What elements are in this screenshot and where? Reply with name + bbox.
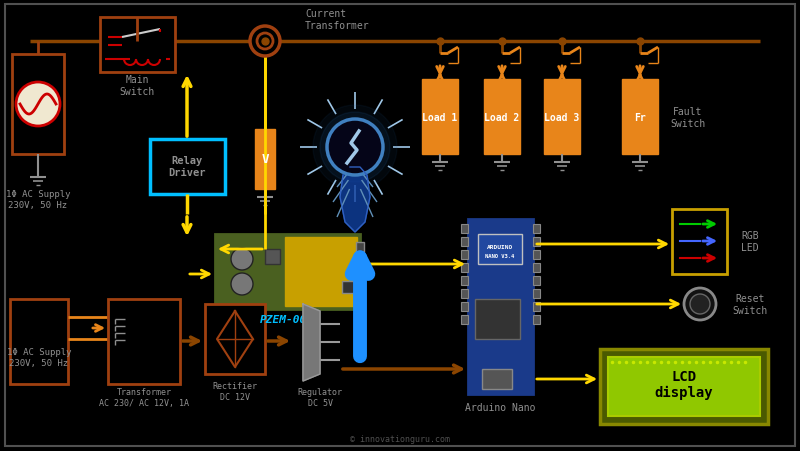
FancyBboxPatch shape xyxy=(484,80,520,155)
FancyBboxPatch shape xyxy=(533,276,540,285)
FancyBboxPatch shape xyxy=(533,302,540,311)
FancyBboxPatch shape xyxy=(461,290,468,299)
Text: Transformer
AC 230/ AC 12V, 1A: Transformer AC 230/ AC 12V, 1A xyxy=(99,387,189,407)
Polygon shape xyxy=(303,304,320,381)
FancyBboxPatch shape xyxy=(100,18,175,73)
FancyBboxPatch shape xyxy=(356,285,364,295)
Text: RGB
LED: RGB LED xyxy=(741,231,759,252)
Text: Load 3: Load 3 xyxy=(544,113,580,123)
Text: V: V xyxy=(262,153,269,166)
Circle shape xyxy=(231,273,253,295)
Text: Current
Transformer: Current Transformer xyxy=(305,9,370,31)
Circle shape xyxy=(250,27,280,57)
FancyBboxPatch shape xyxy=(356,271,364,281)
FancyBboxPatch shape xyxy=(342,281,354,293)
FancyBboxPatch shape xyxy=(356,257,364,267)
FancyBboxPatch shape xyxy=(672,210,727,274)
FancyBboxPatch shape xyxy=(461,276,468,285)
FancyBboxPatch shape xyxy=(533,263,540,272)
Text: Fault
Switch: Fault Switch xyxy=(670,107,706,129)
FancyBboxPatch shape xyxy=(108,299,180,384)
Text: © innovationguru.com: © innovationguru.com xyxy=(350,434,450,443)
FancyBboxPatch shape xyxy=(422,80,458,155)
Text: 1Φ AC Supply
230V, 50 Hz: 1Φ AC Supply 230V, 50 Hz xyxy=(6,190,70,209)
Circle shape xyxy=(327,120,383,175)
Text: Relay
Driver: Relay Driver xyxy=(168,156,206,177)
Circle shape xyxy=(257,34,273,50)
Circle shape xyxy=(690,295,710,314)
FancyBboxPatch shape xyxy=(205,304,265,374)
Text: NANO V3.4: NANO V3.4 xyxy=(486,254,514,259)
Text: LCD
display: LCD display xyxy=(654,369,714,399)
Circle shape xyxy=(16,83,60,127)
Circle shape xyxy=(327,120,383,175)
FancyBboxPatch shape xyxy=(461,315,468,324)
FancyBboxPatch shape xyxy=(478,235,522,264)
Circle shape xyxy=(320,113,390,183)
Text: Load 2: Load 2 xyxy=(484,113,520,123)
FancyBboxPatch shape xyxy=(622,80,658,155)
FancyBboxPatch shape xyxy=(475,299,520,339)
Text: Load 1: Load 1 xyxy=(422,113,458,123)
Text: Reset
Switch: Reset Switch xyxy=(732,294,768,315)
FancyBboxPatch shape xyxy=(533,315,540,324)
Text: Fr: Fr xyxy=(634,113,646,123)
Text: PZEM-004T: PZEM-004T xyxy=(260,314,320,324)
FancyBboxPatch shape xyxy=(461,302,468,311)
FancyBboxPatch shape xyxy=(468,220,533,394)
FancyBboxPatch shape xyxy=(461,238,468,246)
Circle shape xyxy=(313,106,397,189)
FancyBboxPatch shape xyxy=(533,238,540,246)
FancyBboxPatch shape xyxy=(461,250,468,259)
Text: Regulator
DC 5V: Regulator DC 5V xyxy=(298,387,342,407)
FancyBboxPatch shape xyxy=(544,80,580,155)
FancyBboxPatch shape xyxy=(482,369,512,389)
FancyBboxPatch shape xyxy=(215,235,360,309)
Text: Rectifier
DC 12V: Rectifier DC 12V xyxy=(213,382,258,401)
FancyBboxPatch shape xyxy=(150,140,225,194)
FancyBboxPatch shape xyxy=(533,290,540,299)
Circle shape xyxy=(684,288,716,320)
FancyBboxPatch shape xyxy=(533,250,540,259)
FancyBboxPatch shape xyxy=(265,249,280,264)
FancyBboxPatch shape xyxy=(356,243,364,253)
Text: Main
Switch: Main Switch xyxy=(119,75,154,97)
FancyBboxPatch shape xyxy=(600,349,768,424)
Circle shape xyxy=(231,249,253,271)
Text: 1Φ AC Supply
230V, 50 Hz: 1Φ AC Supply 230V, 50 Hz xyxy=(6,348,71,367)
FancyBboxPatch shape xyxy=(461,263,468,272)
Text: Arduino Nano: Arduino Nano xyxy=(465,402,535,412)
FancyBboxPatch shape xyxy=(255,130,275,189)
FancyBboxPatch shape xyxy=(5,5,795,446)
Text: ARDUINO: ARDUINO xyxy=(487,245,513,250)
FancyBboxPatch shape xyxy=(285,238,357,306)
FancyBboxPatch shape xyxy=(533,225,540,234)
FancyBboxPatch shape xyxy=(608,357,760,416)
FancyBboxPatch shape xyxy=(10,299,68,384)
FancyBboxPatch shape xyxy=(461,225,468,234)
Polygon shape xyxy=(340,168,370,232)
FancyBboxPatch shape xyxy=(12,55,64,155)
